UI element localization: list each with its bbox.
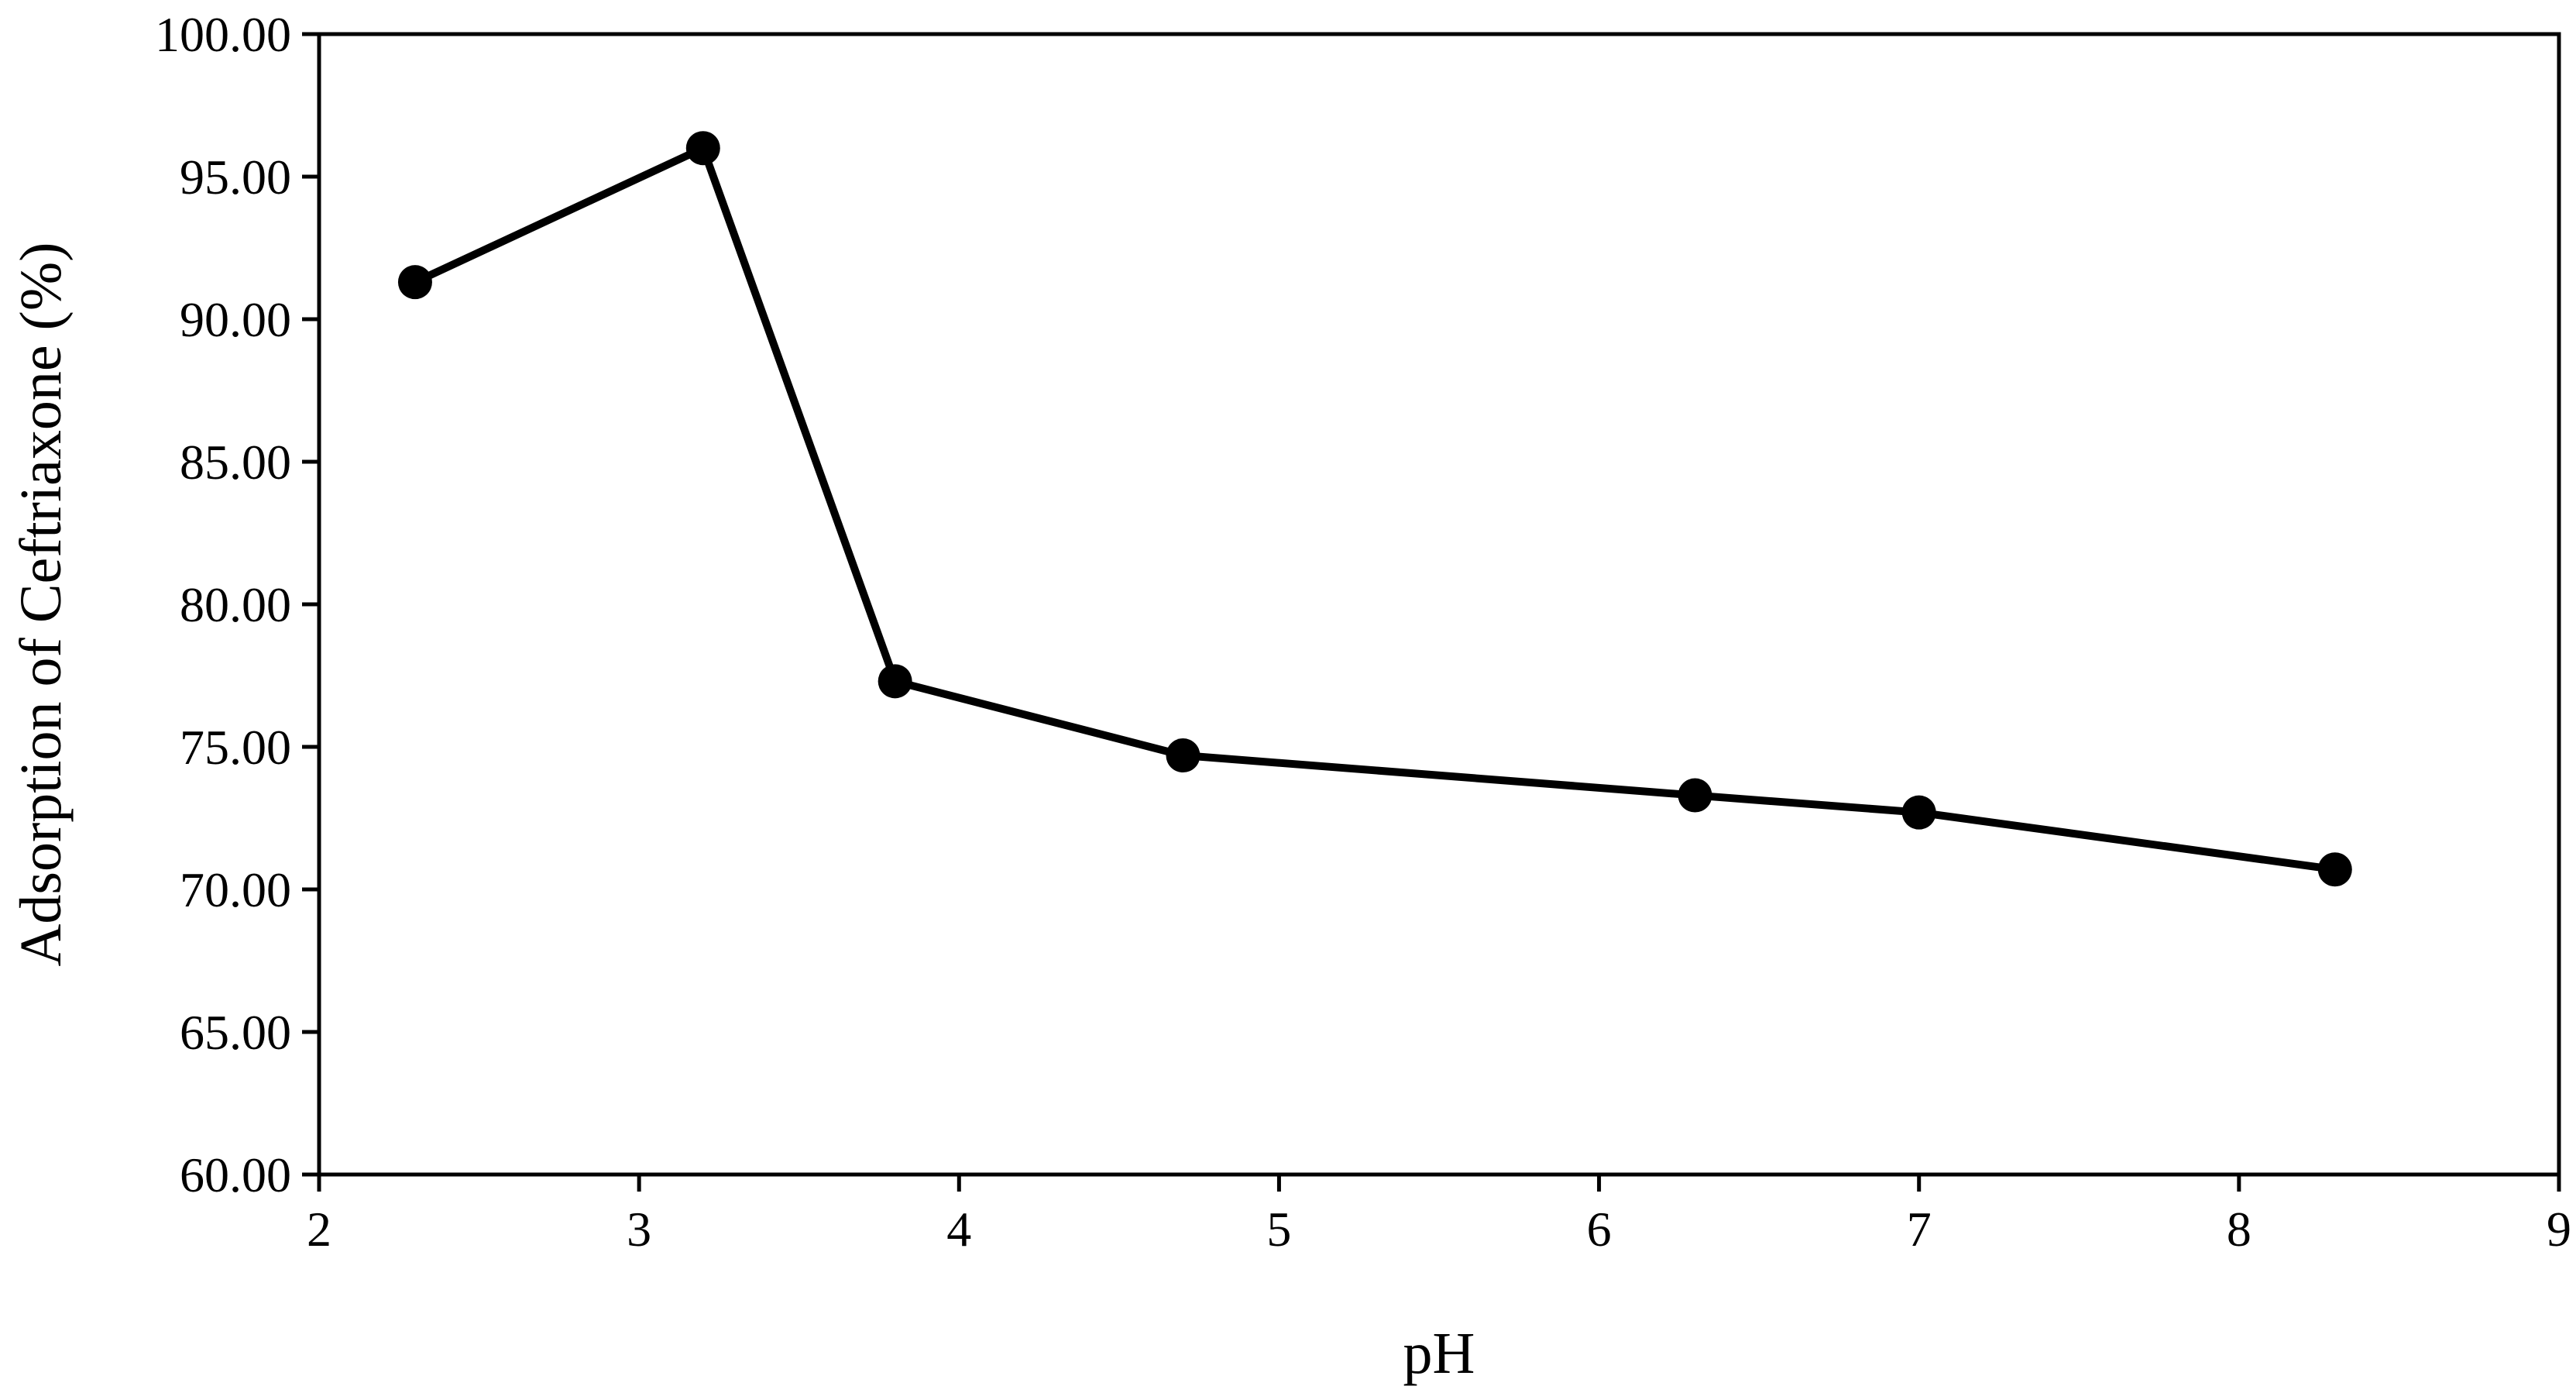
y-tick-label: 60.00 — [180, 1147, 291, 1202]
y-tick-label: 95.00 — [180, 150, 291, 205]
data-point — [2317, 852, 2352, 887]
plot-frame — [317, 32, 2561, 1177]
x-tick-label: 6 — [1587, 1202, 1612, 1257]
x-tick-label: 9 — [2547, 1202, 2571, 1257]
y-axis-ticks: 60.00 65.00 70.00 75.00 80.00 85.00 90.00 95.00… — [155, 7, 319, 1202]
x-tick-label: 4 — [946, 1202, 971, 1257]
y-tick-label: 85.00 — [180, 435, 291, 490]
data-point — [1901, 795, 1936, 830]
y-tick-label: 80.00 — [180, 577, 291, 632]
series-layer — [397, 131, 2352, 887]
y-tick-label: 70.00 — [180, 862, 291, 917]
data-point — [878, 664, 912, 699]
x-tick-label: 7 — [1907, 1202, 1932, 1257]
y-axis-title: Adsorption of Ceftriaxone (%) — [9, 242, 74, 967]
x-tick-label: 3 — [627, 1202, 651, 1257]
y-tick-label: 90.00 — [180, 292, 291, 347]
data-point — [685, 131, 720, 166]
x-tick-label: 8 — [2227, 1202, 2251, 1257]
x-tick-label: 2 — [307, 1202, 331, 1257]
data-point — [1678, 778, 1712, 813]
x-tick-label: 5 — [1266, 1202, 1291, 1257]
series-line — [413, 143, 2336, 874]
y-tick-label: 65.00 — [180, 1005, 291, 1060]
x-axis-ticks: 2 3 4 5 6 7 8 9 — [307, 1175, 2571, 1257]
data-point — [397, 265, 432, 300]
data-point — [1166, 738, 1200, 773]
y-tick-label: 75.00 — [180, 720, 291, 775]
x-axis-title: pH — [1403, 1321, 1475, 1386]
y-tick-label: 100.00 — [155, 7, 291, 62]
